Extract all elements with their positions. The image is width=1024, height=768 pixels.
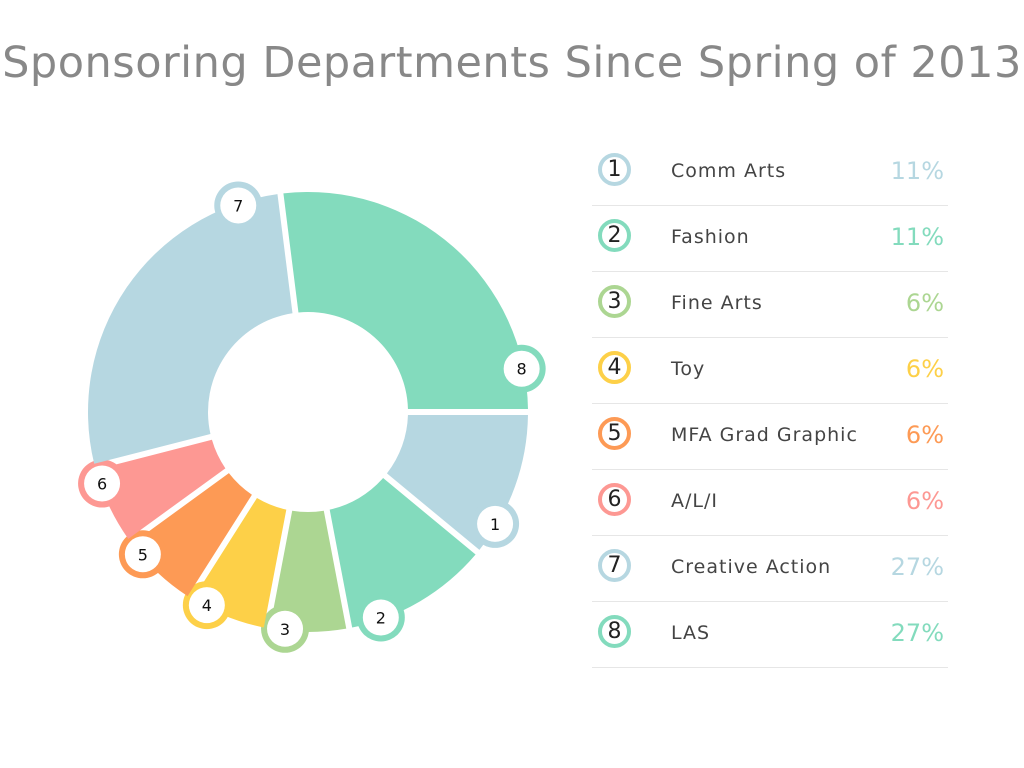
legend-percent: 6% xyxy=(905,487,944,515)
slice-badge-number: 4 xyxy=(202,596,212,615)
legend-item: 8 LAS 27% xyxy=(592,602,948,668)
legend-label: Toy xyxy=(671,358,706,380)
legend-number-badge: 5 xyxy=(598,417,631,450)
slice-badge-2: 2 xyxy=(356,593,405,642)
legend-item: 2 Fashion 11% xyxy=(592,206,948,272)
legend-percent: 6% xyxy=(905,289,944,317)
slice-badge-number: 1 xyxy=(490,515,500,534)
legend-item: 6 A/L/I 6% xyxy=(592,470,948,536)
legend-label: Comm Arts xyxy=(671,160,787,182)
slice-3 xyxy=(269,510,347,632)
legend-item: 4 Toy 6% xyxy=(592,338,948,404)
legend-label: Fine Arts xyxy=(671,292,763,314)
legend-item: 7 Creative Action 27% xyxy=(592,536,948,602)
slice-badge-6: 6 xyxy=(78,459,127,508)
slice-badge-8: 8 xyxy=(497,344,546,393)
slice-badge-number: 8 xyxy=(517,360,527,379)
slice-badge-7: 7 xyxy=(214,181,263,230)
legend-number-badge: 4 xyxy=(598,351,631,384)
legend-number-badge: 8 xyxy=(598,615,631,648)
legend-percent: 11% xyxy=(890,157,944,185)
legend-label: MFA Grad Graphic xyxy=(671,424,858,446)
legend-percent: 11% xyxy=(890,223,944,251)
legend-label: LAS xyxy=(671,622,711,644)
slice-6 xyxy=(95,439,226,539)
slice-8 xyxy=(283,192,528,410)
slice-7 xyxy=(87,194,293,464)
legend-percent: 27% xyxy=(890,619,944,647)
legend-number-badge: 6 xyxy=(598,483,631,516)
slice-badge-5: 5 xyxy=(118,530,167,579)
slice-2 xyxy=(329,478,476,628)
chart-title: Sponsoring Departments Since Spring of 2… xyxy=(2,38,1022,88)
legend-label: Creative Action xyxy=(671,556,832,578)
slice-badge-number: 6 xyxy=(97,475,107,494)
slice-badge-number: 2 xyxy=(376,608,386,627)
slice-badge-number: 7 xyxy=(233,196,243,215)
slice-badge-number: 5 xyxy=(138,545,148,564)
legend-number-badge: 1 xyxy=(598,153,631,186)
slice-badge-1: 1 xyxy=(471,499,520,548)
legend-label: Fashion xyxy=(671,226,750,248)
legend-number-badge: 7 xyxy=(598,549,631,582)
legend: 1 Comm Arts 11% 2 Fashion 11% 3 Fine Arts 6% 4 Toy… xyxy=(592,140,948,668)
slice-badge-number: 3 xyxy=(280,620,290,639)
legend-number-badge: 2 xyxy=(598,219,631,252)
legend-item: 5 MFA Grad Graphic 6% xyxy=(592,404,948,470)
donut-chart: 1 2 3 4 5 6 7 8 xyxy=(78,181,546,653)
legend-item: 1 Comm Arts 11% xyxy=(592,140,948,206)
legend-percent: 6% xyxy=(905,355,944,383)
legend-item: 3 Fine Arts 6% xyxy=(592,272,948,338)
legend-percent: 6% xyxy=(905,421,944,449)
legend-number-badge: 3 xyxy=(598,285,631,318)
slice-badge-3: 3 xyxy=(261,604,310,653)
legend-percent: 27% xyxy=(890,553,944,581)
legend-label: A/L/I xyxy=(671,490,718,512)
slice-badge-4: 4 xyxy=(182,581,231,630)
